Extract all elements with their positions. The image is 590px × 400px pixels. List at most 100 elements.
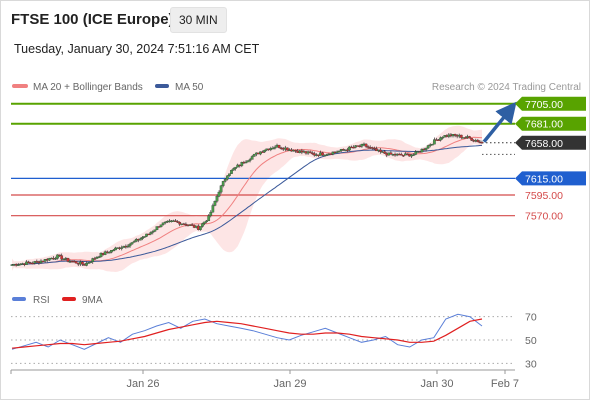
candle-body (176, 221, 179, 223)
candle-body (441, 137, 445, 139)
candle-body (244, 161, 248, 164)
candle-body (31, 262, 35, 265)
level-tag-7615.00 (515, 171, 586, 186)
level-label-7595.00: 7595.00 (525, 190, 563, 202)
candle-body (217, 191, 221, 197)
candle-body (383, 151, 387, 154)
candle-body (16, 264, 20, 266)
x-tick-label: Jan 30 (420, 378, 453, 390)
candle-body (141, 237, 144, 239)
candle-body (424, 147, 428, 150)
rsi-tick-30: 30 (525, 358, 537, 370)
bollinger-band (12, 125, 482, 272)
candle-body (128, 243, 132, 247)
candle-body (149, 232, 153, 235)
candle-body (430, 144, 434, 146)
candle-body (163, 221, 167, 224)
candle-body (139, 238, 142, 241)
candle-body (248, 159, 252, 161)
candle-body (151, 231, 155, 233)
candle-body (310, 152, 314, 154)
candle-body (91, 258, 95, 262)
candle-body (414, 151, 418, 155)
candle-body (286, 147, 289, 151)
candle-body (370, 147, 374, 149)
candle-body (335, 151, 339, 154)
candle-body (60, 255, 64, 260)
candle-body (99, 253, 103, 258)
ma50-legend-label: MA 50 (175, 82, 204, 93)
candle-body (337, 150, 341, 153)
candle-body (232, 168, 235, 171)
candle-body (412, 154, 416, 156)
candle-body (263, 149, 266, 153)
interval-button[interactable]: 30 MIN (170, 7, 227, 33)
candle-body (112, 249, 115, 252)
candle-body (147, 233, 151, 236)
candle-body (480, 142, 484, 144)
candle-body (439, 137, 442, 141)
candle-body (252, 153, 256, 157)
candle-body (159, 224, 163, 228)
candle-body (223, 179, 227, 182)
moving-averages (11, 136, 483, 266)
candle-body (27, 261, 30, 264)
rsi-panel: 70 50 30 (11, 312, 537, 370)
last-price-label: 7658.00 (525, 138, 563, 150)
ma9-legend-swatch (62, 297, 76, 301)
candle-body (107, 252, 111, 254)
rsi-ma-line (11, 318, 483, 349)
candle-body (259, 151, 262, 155)
x-tick-label: Feb 7 (491, 378, 519, 390)
candle-body (240, 162, 244, 166)
candle-body (81, 261, 84, 265)
candle-body (399, 153, 403, 156)
candle-body (74, 261, 78, 264)
candle-body (155, 226, 159, 230)
candle-body (103, 251, 107, 255)
candle-body (66, 257, 70, 262)
candle-body (205, 220, 208, 223)
candle-body (201, 223, 204, 227)
candle-body (47, 258, 51, 261)
candle-body (161, 222, 165, 225)
candle-body (308, 151, 312, 153)
candle-body (97, 256, 101, 259)
candle-body (325, 154, 329, 156)
candle-body (331, 151, 335, 155)
candle-body (221, 181, 225, 186)
level-label-7570.00: 7570.00 (525, 211, 563, 223)
candle-body (230, 170, 233, 174)
candle-body (364, 143, 368, 147)
candle-body (261, 151, 264, 153)
last-price-tag (515, 135, 586, 150)
candle-body (174, 220, 177, 222)
rsi-legend-label: RSI (33, 295, 50, 306)
candle-body (87, 262, 90, 264)
candle-body (468, 136, 471, 139)
candle-body (25, 261, 28, 265)
candle-body (132, 241, 136, 243)
candle-body (184, 223, 188, 226)
candle-body (213, 200, 217, 206)
candle-body (464, 137, 467, 139)
x-tick-label: Jan 26 (126, 378, 159, 390)
level-tag-7705.00 (515, 96, 586, 111)
candle-body (300, 150, 304, 153)
forecast-arrow (482, 101, 517, 143)
level-lines (11, 102, 515, 217)
candle-body (389, 152, 393, 155)
candle-body (120, 247, 124, 249)
candle-body (114, 247, 117, 251)
ma50-line (11, 144, 483, 266)
candle-body (246, 160, 250, 163)
candle-body (459, 134, 463, 138)
candle-body (433, 139, 436, 145)
bollinger-band-area (12, 125, 482, 272)
candle-body (143, 236, 146, 238)
candle-body (228, 173, 231, 176)
candle-body (476, 140, 480, 143)
candle-body (130, 242, 134, 245)
candle-body (352, 147, 355, 149)
